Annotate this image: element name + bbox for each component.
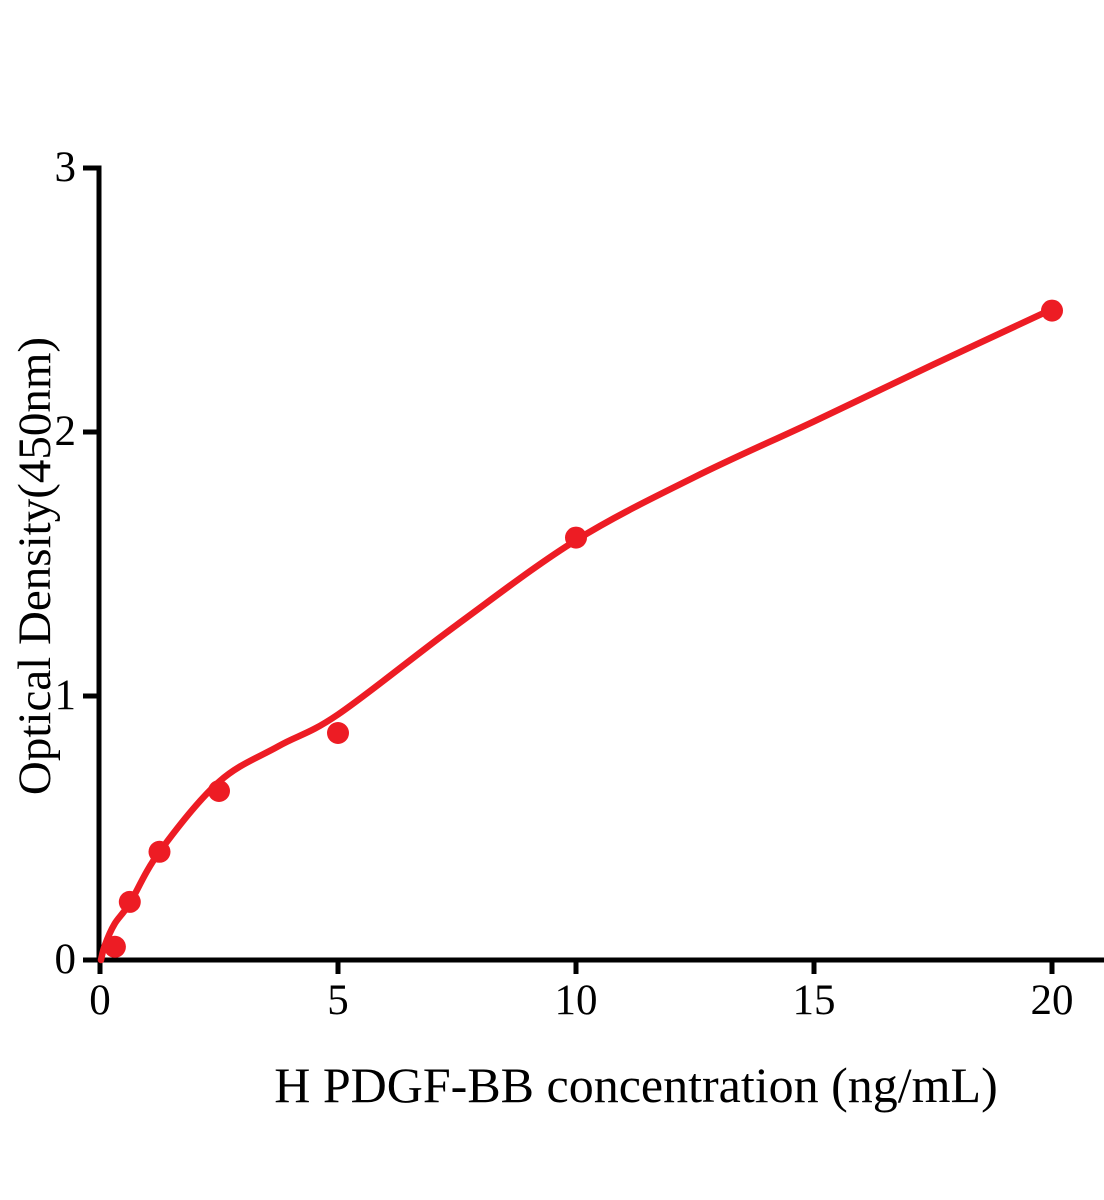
x-tick-label: 20 xyxy=(1030,977,1074,1024)
x-tick-label: 5 xyxy=(327,977,349,1024)
x-tick-label: 15 xyxy=(792,977,836,1024)
data-point xyxy=(1041,299,1063,322)
y-tick-label: 3 xyxy=(54,144,77,191)
data-point xyxy=(208,780,230,802)
data-point xyxy=(103,935,126,958)
y-axis-title: Optical Density(450nm) xyxy=(9,336,61,796)
x-tick-label: 10 xyxy=(554,977,598,1024)
y-tick-label: 0 xyxy=(54,936,77,983)
x-tick-label: 0 xyxy=(89,977,111,1024)
data-point xyxy=(327,722,349,744)
data-point xyxy=(565,526,587,549)
fit-curve xyxy=(97,305,1056,964)
y-tick-label: 1 xyxy=(54,672,77,719)
data-point xyxy=(118,890,141,913)
data-point xyxy=(148,840,171,863)
x-axis-title: H PDGF-BB concentration (ng/mL) xyxy=(274,1057,998,1113)
y-tick-label: 2 xyxy=(54,408,77,455)
